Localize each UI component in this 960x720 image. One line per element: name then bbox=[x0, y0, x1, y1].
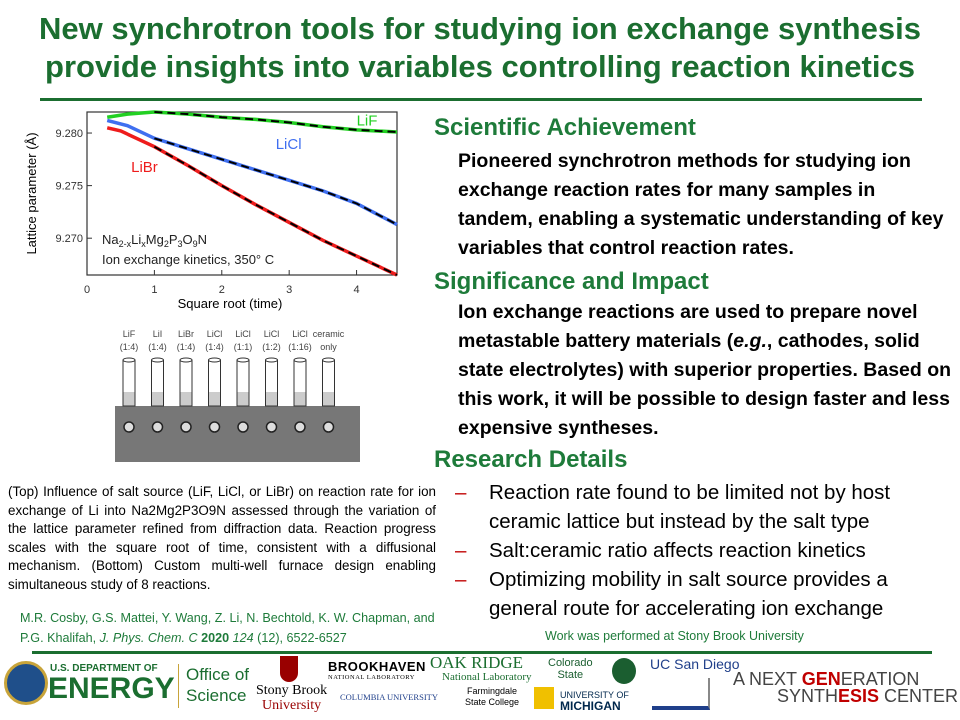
series-label: LiF bbox=[357, 113, 378, 130]
title-divider bbox=[40, 98, 922, 101]
lattice-chart: 0 1 2 3 4 9.270 9.275 9.280 Square root (time) La… bbox=[24, 110, 398, 311]
figure-caption: (Top) Influence of salt source (LiF, LiC… bbox=[8, 484, 436, 592]
ucsd-logo: UC San Diego bbox=[650, 656, 740, 672]
y-tick-label: 9.275 bbox=[55, 181, 83, 193]
fit-line-LiCl bbox=[154, 137, 398, 226]
well-ratio: (1:4) bbox=[120, 342, 139, 352]
x-tick-label: 1 bbox=[151, 284, 157, 296]
well-label: ceramic bbox=[313, 329, 345, 339]
list-item: – Reaction rate found to be limited not b… bbox=[455, 481, 891, 533]
chart-annotation-2: Ion exchange kinetics, 350° C bbox=[102, 252, 274, 267]
slide-title: New synchrotron tools for studying ion e… bbox=[39, 11, 921, 84]
footer-divider bbox=[32, 651, 932, 654]
well-hole bbox=[151, 421, 164, 433]
furnace-block bbox=[115, 406, 360, 462]
tube-fill bbox=[151, 392, 164, 406]
farmingdale-logo: Farmingdale State College bbox=[465, 686, 520, 707]
stony-brook-logo: Stony Brook University bbox=[256, 683, 328, 713]
well-hole bbox=[180, 421, 192, 433]
tube-fill bbox=[322, 392, 335, 406]
well-ratio: (1:16) bbox=[288, 342, 312, 352]
michigan-m-icon bbox=[534, 687, 554, 709]
tube-rim bbox=[179, 357, 193, 363]
well-label: LiCl bbox=[264, 329, 280, 339]
csu-ram-icon bbox=[612, 658, 636, 684]
colorado-state-logo: Colorado State bbox=[548, 657, 593, 681]
x-tick-label: 0 bbox=[84, 284, 90, 296]
y-tick-label: 9.270 bbox=[55, 233, 83, 245]
achievement-text: Pioneered synchrotron methods for studyi… bbox=[458, 150, 944, 259]
tube-fill bbox=[294, 392, 306, 406]
well-label: LiCl bbox=[292, 329, 308, 339]
well-hole bbox=[208, 421, 221, 433]
tube-fill bbox=[208, 392, 221, 406]
impact-heading: Significance and Impact bbox=[434, 268, 709, 295]
well-ratio: (1:1) bbox=[234, 342, 253, 352]
achievement-heading: Scientific Achievement bbox=[434, 114, 696, 141]
doe-logo-line2: ENERGY bbox=[48, 672, 175, 705]
well-ratio: (1:4) bbox=[177, 342, 196, 352]
x-tick-label: 3 bbox=[286, 284, 292, 296]
oak-ridge-logo: OAK RIDGE National Laboratory bbox=[430, 653, 532, 683]
fit-line-LiF bbox=[154, 111, 398, 133]
well-label: LiCl bbox=[207, 329, 223, 339]
well-hole bbox=[237, 421, 249, 433]
list-item: – Optimizing mobility in salt source prov… bbox=[455, 568, 888, 620]
brookhaven-logo: BROOKHAVEN NATIONAL LABORATORY bbox=[328, 659, 426, 681]
tube-rim bbox=[236, 357, 250, 363]
series-label: LiBr bbox=[131, 159, 158, 176]
x-tick-label: 2 bbox=[219, 284, 225, 296]
series-line-LiCl bbox=[106, 118, 398, 227]
well-label: LiCl bbox=[235, 329, 251, 339]
berkeley-lab-icon bbox=[652, 678, 710, 710]
y-tick-label: 9.280 bbox=[55, 128, 83, 140]
list-item: – Salt:ceramic ratio affects reaction kin… bbox=[455, 539, 866, 562]
tube-fill bbox=[265, 392, 278, 406]
tube-rim bbox=[293, 357, 307, 363]
furnace-diagram: LiF (1:4) LiI (1:4) LiBr (1:4) LiCl (1:4) LiCl (1… bbox=[115, 329, 360, 462]
well-label: LiBr bbox=[178, 329, 194, 339]
work-note: Work was performed at Stony Brook Univer… bbox=[545, 629, 804, 643]
columbia-logo: COLUMBIA UNIVERSITY bbox=[340, 692, 438, 702]
office-of-science-logo: Office of Science bbox=[186, 665, 249, 705]
tube-fill bbox=[180, 392, 192, 406]
x-axis-label: Square root (time) bbox=[178, 296, 283, 311]
well-ratio: (1:4) bbox=[205, 342, 224, 352]
well-label: LiI bbox=[153, 329, 163, 339]
well-hole bbox=[123, 421, 135, 433]
well-ratio: only bbox=[320, 342, 337, 352]
plot-frame bbox=[86, 111, 398, 276]
tube-rim bbox=[322, 357, 335, 363]
stony-brook-shield-icon bbox=[280, 656, 298, 682]
tube-fill bbox=[123, 392, 135, 406]
doe-seal-icon bbox=[4, 661, 48, 705]
citation: M.R. Cosby, G.S. Mattei, Y. Wang, Z. Li,… bbox=[20, 611, 435, 645]
tube-rim bbox=[265, 357, 278, 363]
doe-logo-line1: U.S. DEPARTMENT OF bbox=[50, 663, 158, 674]
well-label: LiF bbox=[123, 329, 136, 339]
well-hole bbox=[294, 421, 306, 433]
well-hole bbox=[265, 421, 278, 433]
tube-rim bbox=[151, 357, 164, 363]
fit-line-LiBr bbox=[153, 145, 398, 276]
impact-text: Ion exchange reactions are used to prepa… bbox=[458, 301, 952, 439]
well-ratio: (1:4) bbox=[148, 342, 167, 352]
series-label: LiCl bbox=[276, 136, 302, 153]
well-ratio: (1:2) bbox=[262, 342, 281, 352]
details-list: – Reaction rate found to be limited not b… bbox=[455, 478, 955, 623]
michigan-logo: UNIVERSITY OF MICHIGAN bbox=[560, 690, 629, 713]
y-axis-label: Lattice parameter (Å) bbox=[24, 132, 39, 254]
tube-rim bbox=[122, 357, 136, 363]
x-tick-label: 4 bbox=[354, 284, 360, 296]
logo-divider bbox=[178, 664, 179, 708]
details-heading: Research Details bbox=[434, 446, 628, 473]
chart-annotation: Na2-xLixMg2P3O9N bbox=[102, 232, 207, 249]
tube-fill bbox=[237, 392, 249, 406]
ngsc-logo: A NEXT GENERATION SYNTHESIS CENTER bbox=[733, 669, 959, 706]
well-hole bbox=[322, 421, 335, 433]
tube-rim bbox=[208, 357, 221, 363]
